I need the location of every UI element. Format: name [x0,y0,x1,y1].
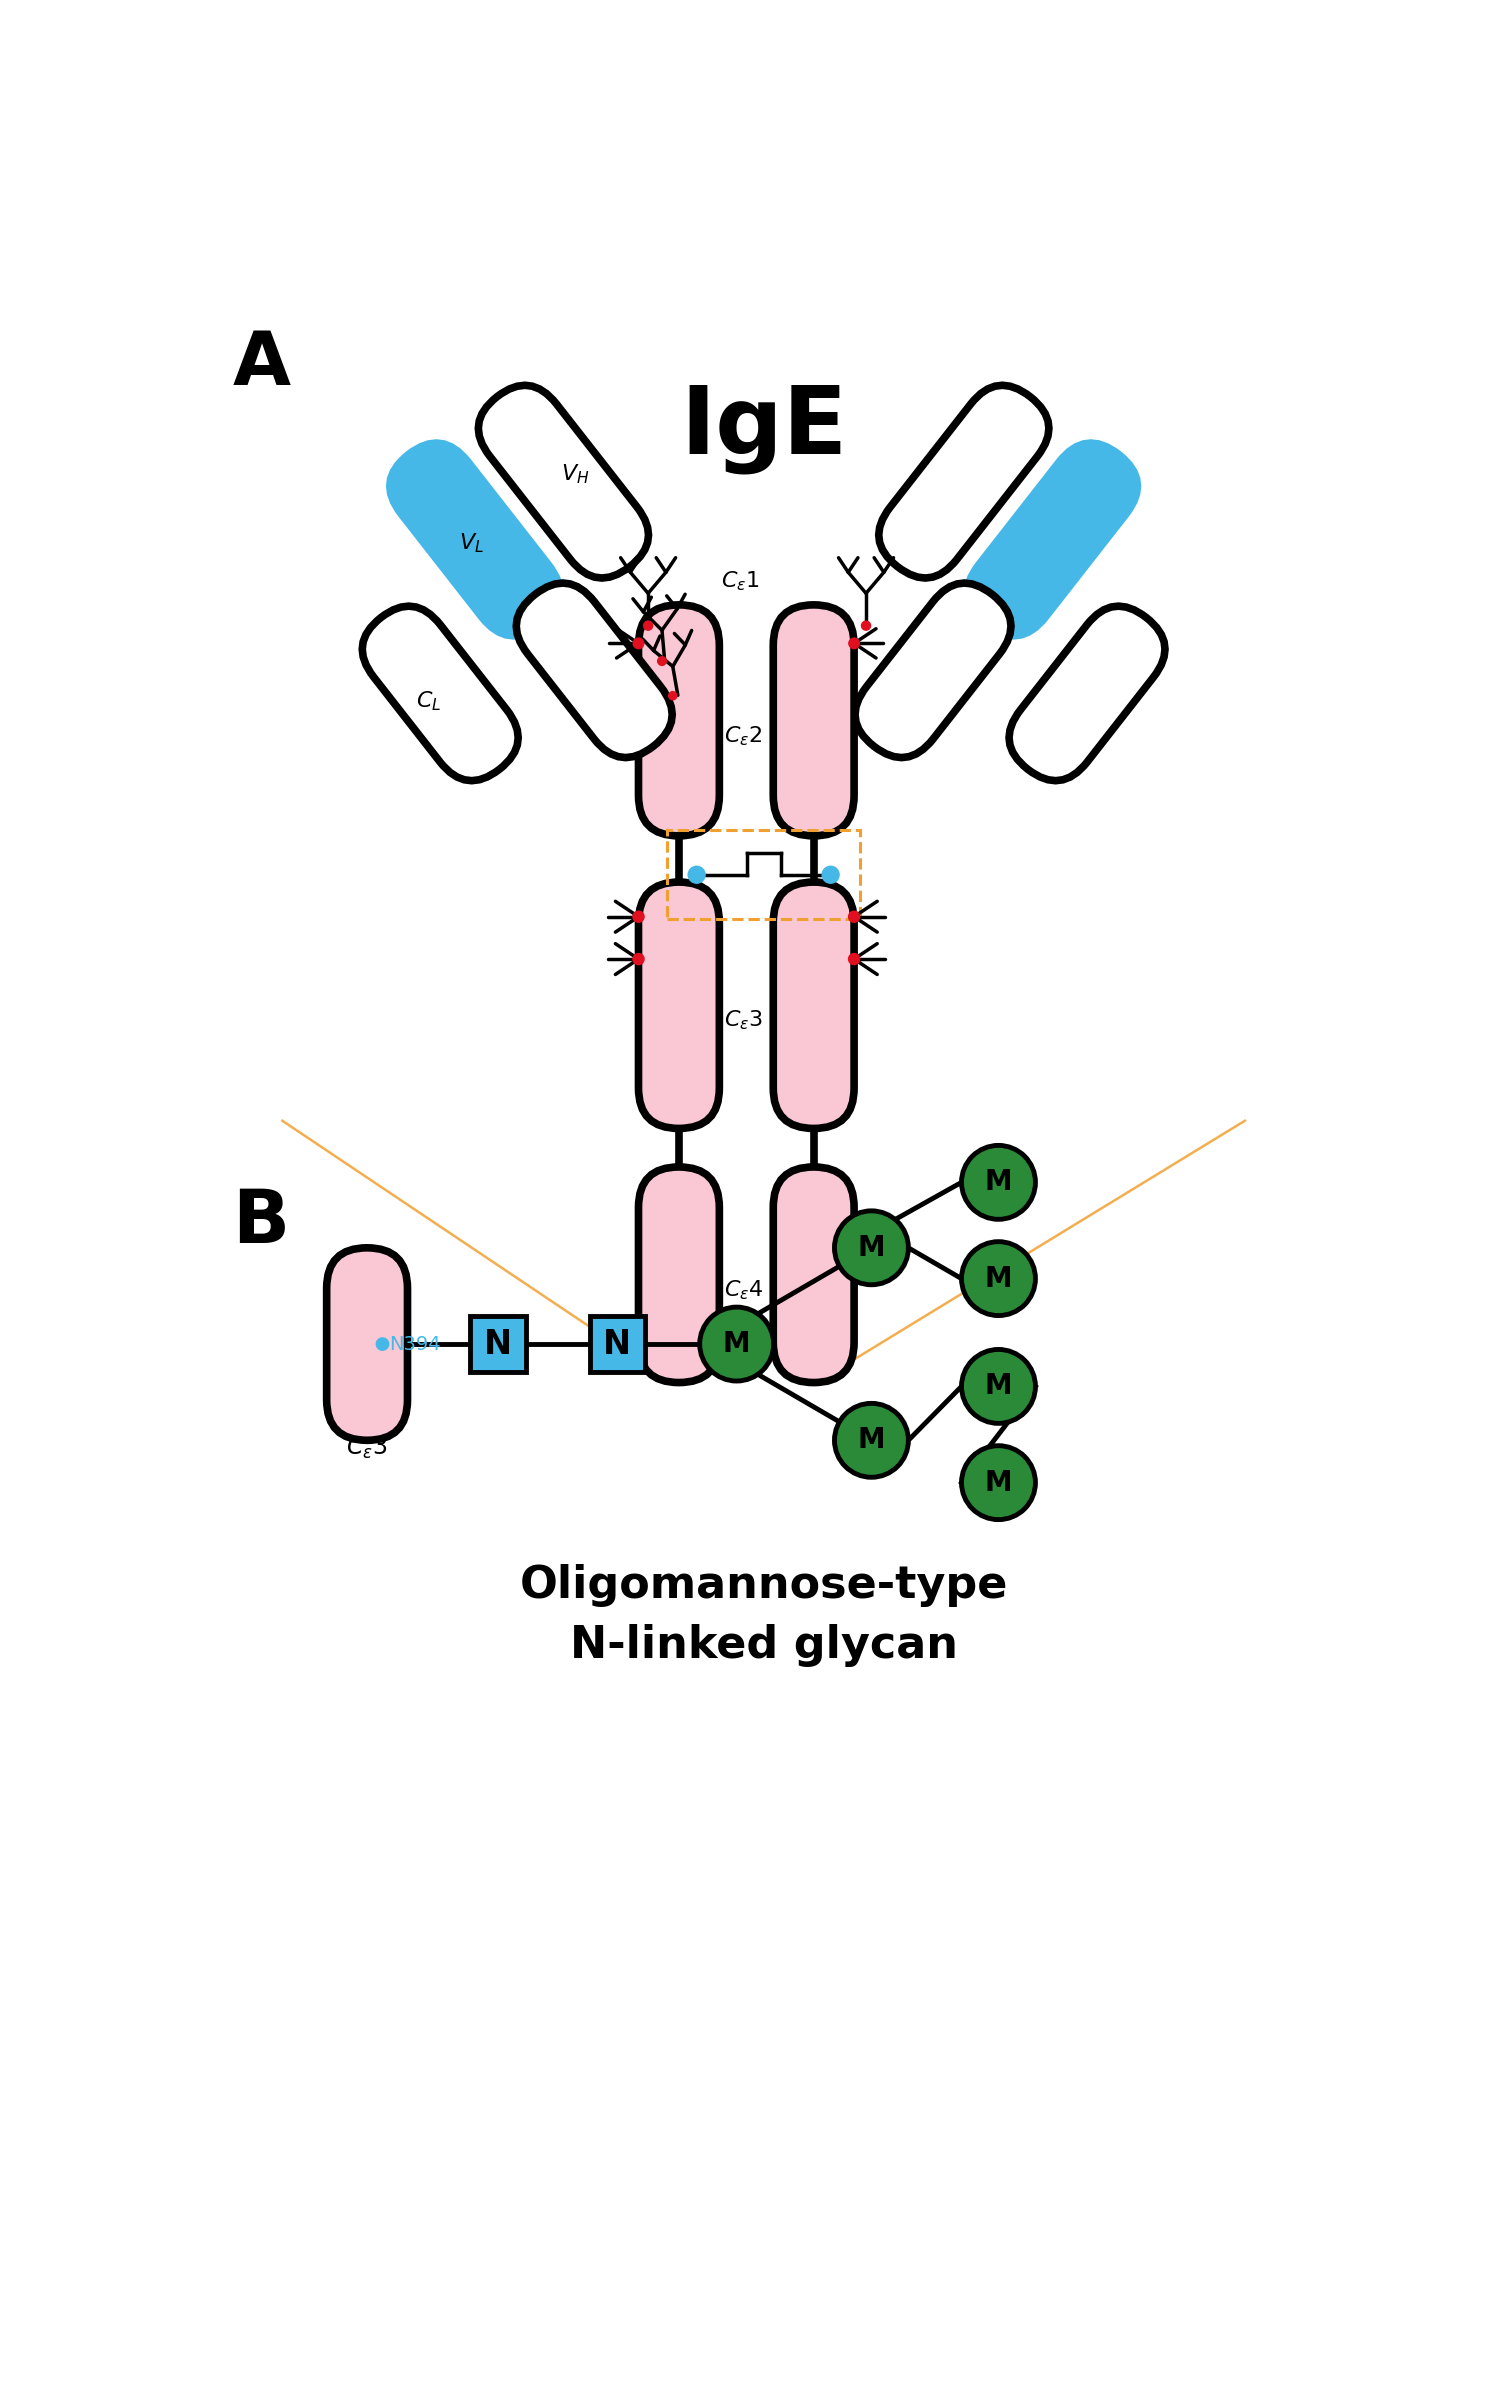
Text: N: N [484,1328,513,1361]
Circle shape [822,865,839,882]
Circle shape [633,954,644,966]
Text: $C_{\varepsilon}3$: $C_{\varepsilon}3$ [347,1435,387,1461]
FancyBboxPatch shape [967,443,1137,637]
Circle shape [861,622,870,629]
FancyBboxPatch shape [1009,606,1165,780]
Circle shape [961,1349,1036,1423]
Circle shape [961,1144,1036,1218]
Circle shape [688,865,705,882]
Text: $C_{\varepsilon}2$: $C_{\varepsilon}2$ [724,725,761,749]
Text: M: M [985,1264,1012,1292]
Text: M: M [985,1469,1012,1497]
Text: $C_{\varepsilon}3$: $C_{\varepsilon}3$ [724,1008,763,1032]
Text: $C_L$: $C_L$ [416,689,441,713]
Circle shape [849,911,860,923]
FancyBboxPatch shape [773,882,854,1128]
Text: N: N [603,1328,632,1361]
FancyBboxPatch shape [773,606,854,837]
FancyBboxPatch shape [390,443,560,637]
Text: M: M [985,1168,1012,1197]
FancyBboxPatch shape [471,1316,526,1371]
Circle shape [961,1242,1036,1316]
FancyBboxPatch shape [362,606,519,780]
Circle shape [633,911,644,923]
Text: M: M [985,1373,1012,1399]
Circle shape [644,622,653,629]
FancyBboxPatch shape [855,584,1012,758]
Text: $V_L$: $V_L$ [459,532,483,555]
Circle shape [834,1211,909,1285]
Circle shape [849,639,860,648]
FancyBboxPatch shape [639,1166,720,1383]
Text: A: A [232,327,291,401]
Text: $V_H$: $V_H$ [560,462,589,486]
FancyBboxPatch shape [639,882,720,1128]
Circle shape [834,1404,909,1478]
Circle shape [849,954,860,966]
Circle shape [961,1445,1036,1519]
Circle shape [657,656,666,665]
Text: N394: N394 [389,1335,440,1354]
FancyBboxPatch shape [516,584,672,758]
FancyBboxPatch shape [326,1247,407,1440]
FancyBboxPatch shape [639,606,720,837]
Text: $C_{\varepsilon}4$: $C_{\varepsilon}4$ [724,1278,763,1302]
Text: Oligomannose-type
N-linked glycan: Oligomannose-type N-linked glycan [520,1564,1007,1666]
Text: M: M [858,1426,885,1454]
FancyBboxPatch shape [879,386,1049,577]
Text: IgE: IgE [679,381,848,474]
Circle shape [669,691,676,701]
Text: M: M [858,1235,885,1261]
FancyBboxPatch shape [590,1316,645,1371]
FancyBboxPatch shape [478,386,648,577]
Circle shape [700,1306,773,1380]
Text: B: B [232,1187,289,1259]
Text: M: M [723,1330,751,1359]
FancyBboxPatch shape [773,1166,854,1383]
Circle shape [377,1337,389,1349]
Text: $C_{\varepsilon}1$: $C_{\varepsilon}1$ [721,570,760,594]
Circle shape [633,639,644,648]
